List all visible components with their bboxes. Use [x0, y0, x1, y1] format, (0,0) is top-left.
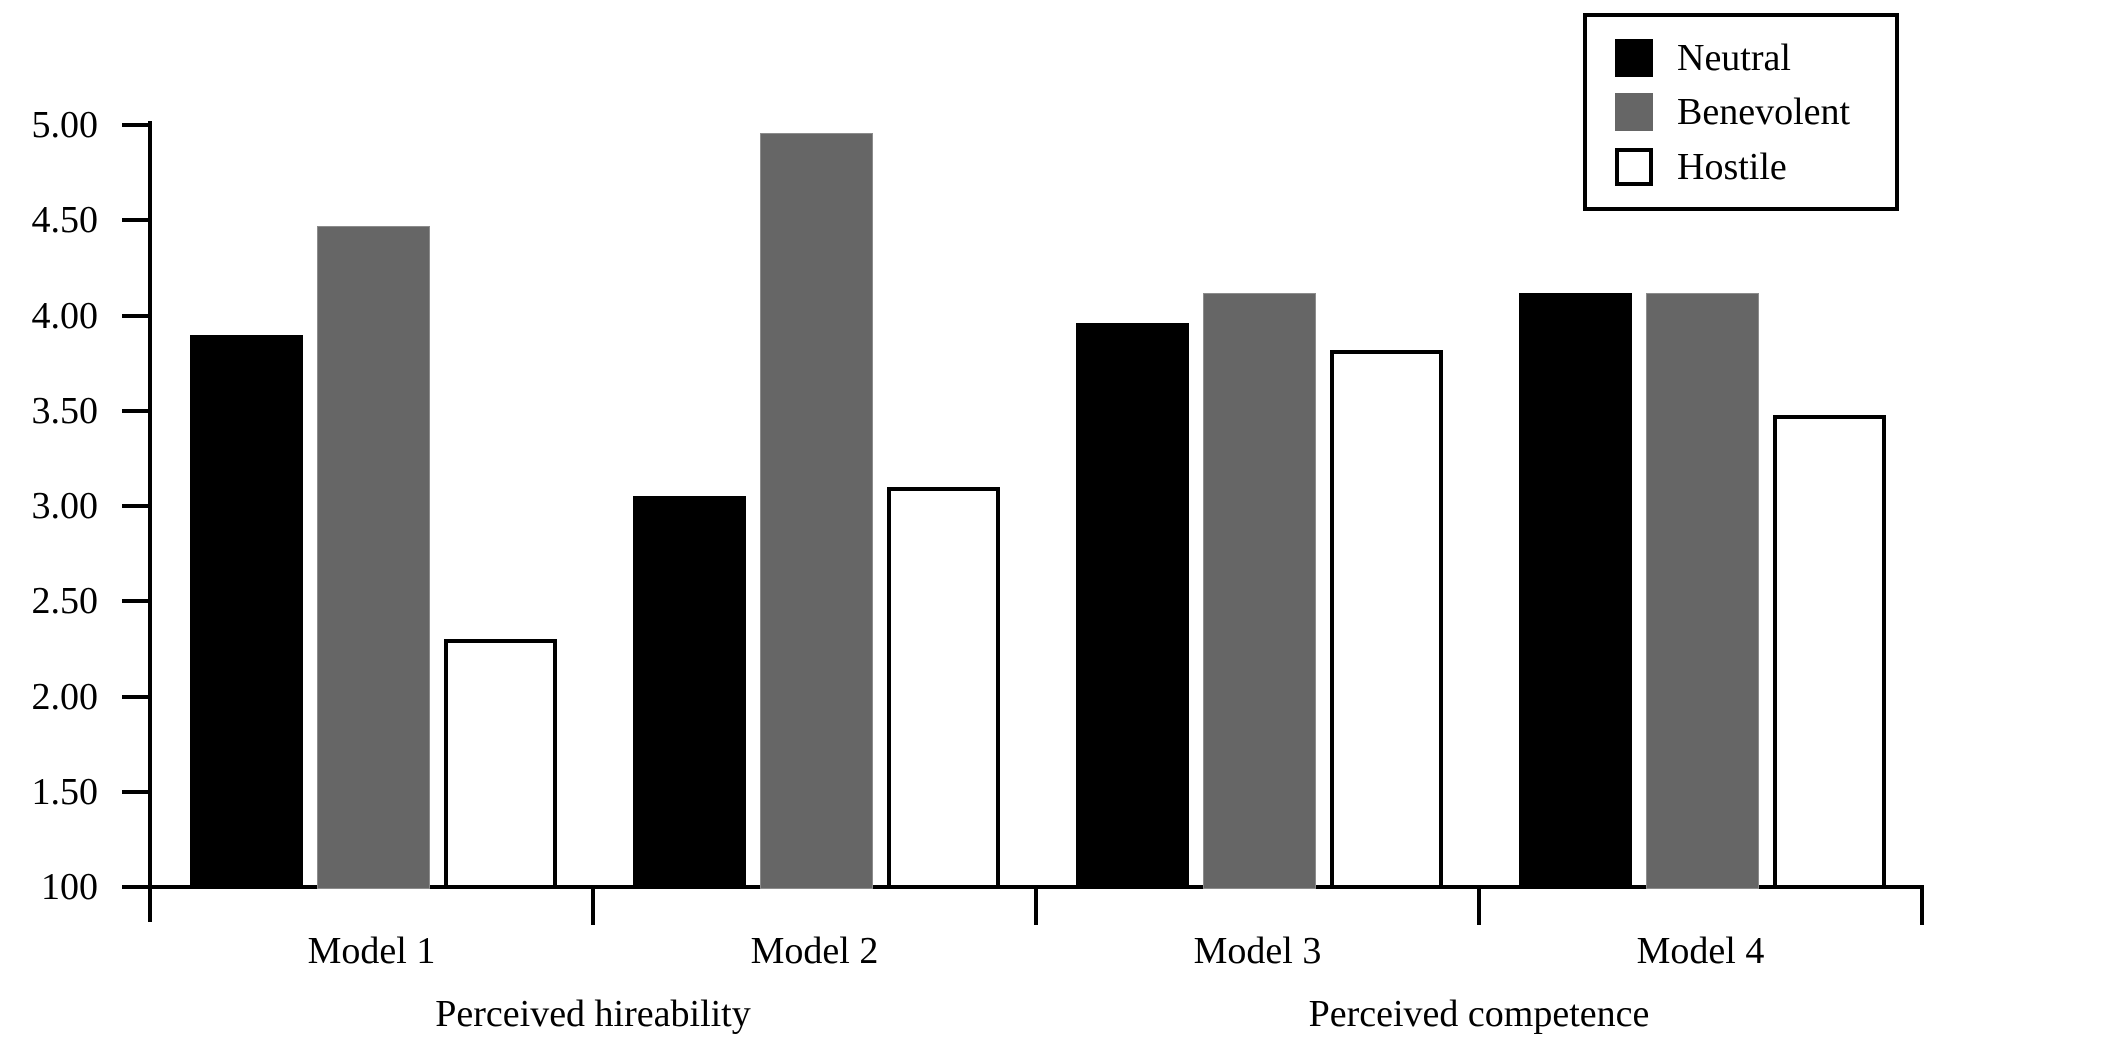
x-axis-group-tick	[1034, 887, 1038, 925]
bar-hostile-model-2	[887, 486, 1000, 889]
y-tick	[122, 408, 150, 413]
y-tick-label: 2.50	[31, 580, 99, 623]
legend-swatch-hostile	[1615, 147, 1653, 186]
bar-hostile-model-3	[1330, 349, 1443, 889]
y-tick-label: 3.50	[31, 389, 99, 432]
legend-label: Benevolent	[1677, 91, 1851, 133]
bar-benevolent-model-4	[1646, 292, 1759, 889]
y-tick	[122, 599, 150, 604]
y-tick	[122, 504, 150, 508]
y-axis-line	[148, 121, 152, 922]
x-axis-group-tick	[591, 887, 595, 925]
y-tick-label: 4.00	[31, 294, 99, 337]
bar-hostile-model-4	[1773, 414, 1886, 889]
legend-swatch-benevolent	[1615, 93, 1653, 131]
category-label-model-1: Model 1	[307, 930, 436, 972]
y-tick	[122, 313, 150, 318]
legend-item-neutral: Neutral	[1615, 38, 1895, 78]
y-tick	[122, 123, 150, 127]
bar-benevolent-model-2	[760, 132, 873, 889]
bar-hostile-model-1	[444, 639, 557, 889]
y-tick	[122, 885, 150, 889]
section-label-perceived-hireability: Perceived hireability	[435, 993, 751, 1035]
bar-benevolent-model-1	[317, 225, 430, 889]
bar-benevolent-model-3	[1203, 292, 1316, 889]
y-tick-label: 2.00	[31, 675, 99, 718]
legend-label: Neutral	[1677, 36, 1791, 79]
legend: Neutral Benevolent Hostile	[1583, 13, 1899, 211]
bar-neutral-model-4	[1519, 292, 1632, 889]
y-tick-label: 100	[41, 866, 98, 908]
y-tick-label: 5.00	[31, 104, 99, 146]
category-label-model-2: Model 2	[750, 930, 879, 972]
legend-label: Hostile	[1677, 145, 1787, 188]
bar-neutral-model-2	[633, 496, 746, 889]
y-tick	[122, 789, 150, 794]
y-tick	[122, 218, 150, 223]
bar-neutral-model-3	[1076, 323, 1189, 889]
bar-neutral-model-1	[190, 334, 303, 889]
x-axis-group-tick	[1477, 887, 1481, 925]
y-tick-label: 3.00	[31, 485, 99, 527]
legend-item-benevolent: Benevolent	[1615, 92, 1895, 132]
y-tick-label: 1.50	[31, 770, 99, 813]
section-label-perceived-competence: Perceived competence	[1308, 993, 1650, 1035]
category-label-model-4: Model 4	[1636, 930, 1765, 972]
legend-swatch-neutral	[1615, 38, 1653, 77]
y-tick	[122, 694, 150, 699]
category-label-model-3: Model 3	[1193, 930, 1322, 972]
legend-item-hostile: Hostile	[1615, 147, 1895, 187]
y-tick-label: 4.50	[31, 199, 99, 242]
x-axis-group-tick	[1920, 887, 1924, 925]
